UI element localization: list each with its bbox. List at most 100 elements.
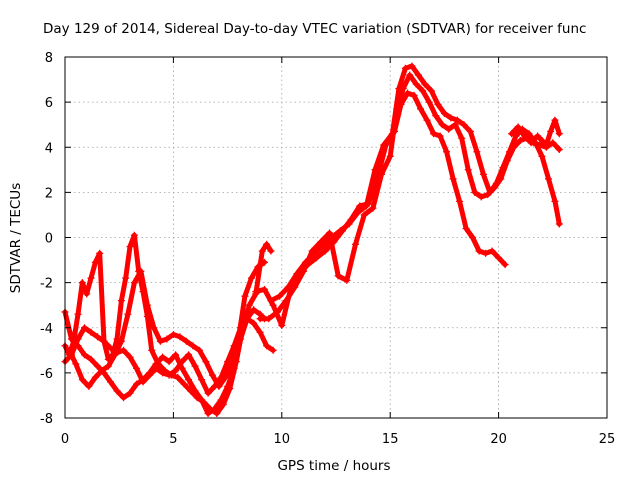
data-point xyxy=(104,362,112,370)
data-point xyxy=(213,409,221,417)
data-point xyxy=(362,202,370,210)
y-tick-label: -4 xyxy=(40,322,53,337)
data-point xyxy=(156,337,164,345)
data-point xyxy=(208,371,216,379)
series-line-trace-8 xyxy=(509,117,562,148)
data-point xyxy=(310,249,318,257)
data-point xyxy=(126,353,134,361)
data-point xyxy=(78,279,86,287)
data-point xyxy=(163,335,171,343)
data-point xyxy=(109,351,117,359)
data-point xyxy=(226,385,234,393)
data-point xyxy=(547,127,555,135)
data-point xyxy=(525,130,533,138)
data-point xyxy=(133,364,141,372)
data-point xyxy=(551,116,559,124)
data-point xyxy=(139,288,147,296)
data-point xyxy=(180,380,188,388)
data-point xyxy=(432,112,440,120)
data-point xyxy=(284,283,292,291)
data-point xyxy=(232,358,240,366)
y-tick-label: -6 xyxy=(40,367,53,382)
data-point xyxy=(91,373,99,381)
data-point xyxy=(479,170,487,178)
data-point xyxy=(98,367,106,375)
x-tick-label: 15 xyxy=(382,432,399,447)
data-point xyxy=(154,360,162,368)
data-point xyxy=(143,312,151,320)
data-point xyxy=(126,243,134,251)
data-point xyxy=(172,367,180,375)
data-point xyxy=(427,87,435,95)
data-point xyxy=(492,179,500,187)
data-point xyxy=(85,382,93,390)
data-point xyxy=(508,130,516,138)
x-axis-label: GPS time / hours xyxy=(277,458,390,474)
data-point xyxy=(72,360,80,368)
data-point xyxy=(87,355,95,363)
data-point xyxy=(516,136,524,144)
y-tick-label: 8 xyxy=(45,51,53,66)
y-tick-label: 4 xyxy=(45,141,53,156)
data-point xyxy=(87,328,95,336)
data-point xyxy=(252,288,260,296)
data-point xyxy=(258,247,266,255)
data-point xyxy=(256,328,264,336)
data-point xyxy=(551,197,559,205)
data-point xyxy=(445,125,453,133)
data-point xyxy=(117,337,125,345)
data-point xyxy=(408,62,416,70)
data-point xyxy=(81,324,89,332)
data-point xyxy=(451,121,459,129)
data-point xyxy=(245,301,253,309)
data-point xyxy=(239,324,247,332)
data-point xyxy=(133,380,141,388)
data-point xyxy=(165,358,173,366)
series-line-trace-6 xyxy=(257,72,562,322)
data-point xyxy=(458,134,466,142)
data-point xyxy=(401,64,409,72)
data-point xyxy=(198,376,206,384)
data-point xyxy=(410,91,418,99)
data-point xyxy=(174,373,182,381)
data-point xyxy=(94,362,102,370)
data-point xyxy=(113,387,121,395)
x-tick-label: 20 xyxy=(490,432,507,447)
axis-ticks: 0 5 10 15 20 25 -8 -6 -4 -2 0 2 4 6 8 xyxy=(40,51,615,447)
data-point xyxy=(267,297,275,305)
data-point xyxy=(78,376,86,384)
x-tick-label: 0 xyxy=(61,432,69,447)
data-point xyxy=(336,227,344,235)
data-point xyxy=(440,109,448,117)
data-point xyxy=(91,258,99,266)
data-point xyxy=(104,355,112,363)
data-point xyxy=(291,283,299,291)
data-point xyxy=(215,382,223,390)
data-point xyxy=(501,261,509,269)
data-point xyxy=(250,319,258,327)
data-point xyxy=(555,146,563,154)
data-point xyxy=(126,389,134,397)
data-point xyxy=(204,409,212,417)
x-tick-label: 5 xyxy=(169,432,177,447)
data-point xyxy=(172,351,180,359)
data-point xyxy=(87,274,95,282)
data-point xyxy=(100,337,108,345)
data-point xyxy=(161,367,169,375)
data-point xyxy=(527,139,535,147)
data-point xyxy=(81,351,89,359)
data-point xyxy=(219,400,227,408)
data-point xyxy=(512,132,520,140)
data-point xyxy=(130,231,138,239)
data-point xyxy=(241,292,249,300)
data-point xyxy=(276,292,284,300)
data-point xyxy=(447,114,455,122)
data-point xyxy=(65,351,73,359)
data-point xyxy=(453,116,461,124)
data-point xyxy=(159,353,167,361)
data-point xyxy=(187,387,195,395)
data-point xyxy=(417,105,425,113)
data-point xyxy=(436,132,444,140)
data-point xyxy=(464,166,472,174)
